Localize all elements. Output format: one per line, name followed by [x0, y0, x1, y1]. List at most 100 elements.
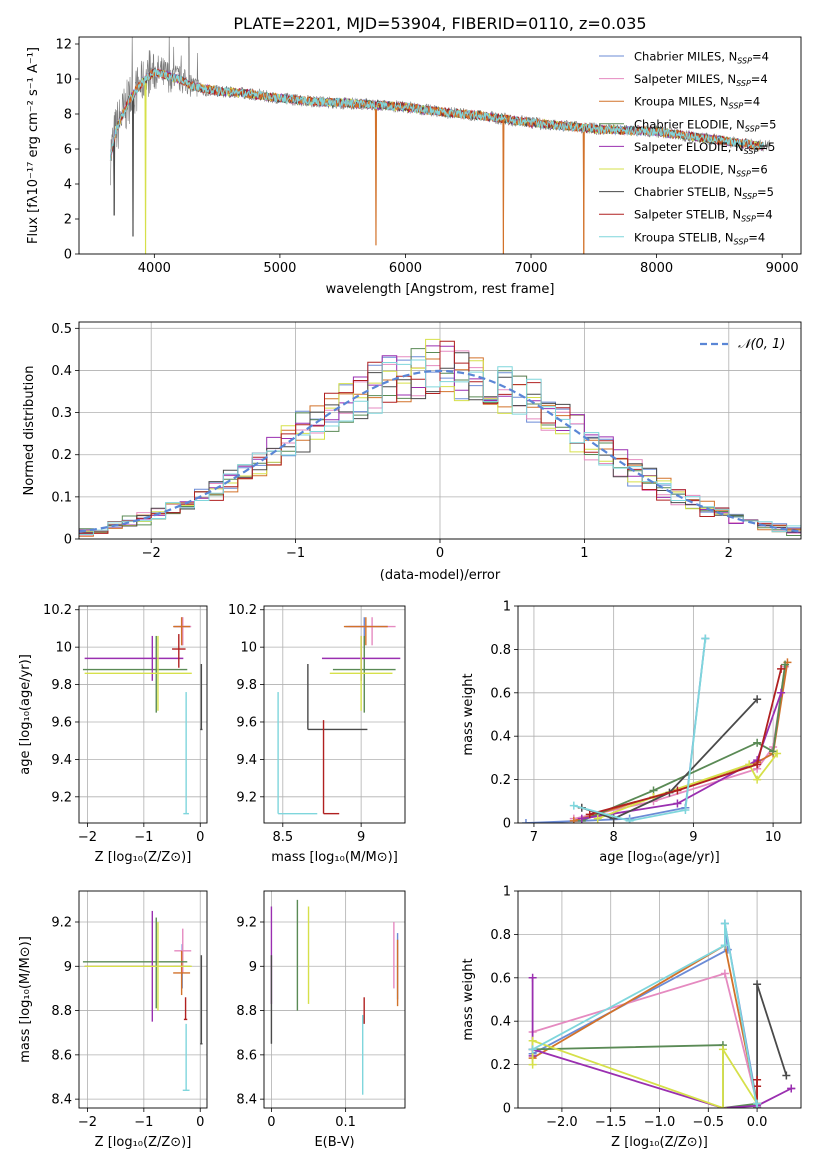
y-tick-label: 9 — [249, 960, 257, 975]
point-marker — [701, 634, 710, 643]
y-axis-label: mass weight — [461, 958, 476, 1040]
y-tick-label: 0.1 — [51, 490, 72, 505]
point-marker — [528, 1036, 537, 1045]
x-axis-label: Z [log₁₀(Z/Z⊙)] — [95, 1135, 192, 1150]
point-marker — [781, 660, 790, 669]
y-tick-label: 0.5 — [51, 322, 72, 337]
axes-frame — [517, 605, 802, 824]
errorbar-point — [183, 692, 189, 815]
point-marker — [521, 819, 530, 823]
y-tick-label: 0.2 — [490, 773, 511, 788]
plot-area — [109, 37, 770, 254]
y-tick-label: 0.2 — [490, 1058, 511, 1073]
axis-layer: 8.5 9 9.2 9.4 9.6 9.8 10 10.2 mass [log₁₀(M/M⊙)] — [228, 603, 406, 865]
x-tick-label: 0.0 — [747, 1115, 768, 1130]
axes-frame — [263, 890, 406, 1109]
axis-layer: −2 −1 0 1 2 0 0.1 0.2 0.3 0.4 0.5 (data-model)/erro… — [22, 321, 802, 583]
y-tick-label: 1 — [503, 600, 511, 615]
y-tick-label: 1 — [503, 885, 511, 900]
errorbar-point — [345, 617, 388, 646]
x-tick-label: 8 — [610, 830, 618, 845]
model-spectrum — [109, 68, 764, 161]
y-tick-label: 0.4 — [490, 1015, 511, 1030]
y-tick-label: 0 — [64, 533, 72, 548]
x-tick-label: 0.1 — [335, 1115, 356, 1130]
x-tick-label: 4000 — [138, 261, 171, 276]
y-tick-label: 9.2 — [236, 790, 257, 805]
y-axis-label: mass [log₁₀(M/M⊙)] — [18, 936, 33, 1063]
axes-age_vs_mass: 8.5 9 9.2 9.4 9.6 9.8 10 10.2 mass [log₁₀(M/M⊙)] — [228, 603, 406, 865]
grid-lines — [264, 606, 405, 823]
x-axis-label: Z [log₁₀(Z/Z⊙)] — [95, 850, 192, 865]
y-tick-label: 0.6 — [490, 686, 511, 701]
y-tick-label: 12 — [55, 38, 72, 53]
x-tick-label: 10 — [765, 830, 782, 845]
y-tick-label: 10.2 — [43, 603, 72, 618]
errorbar-point — [182, 1023, 190, 1091]
point-marker — [720, 969, 729, 978]
y-tick-label: 0.8 — [490, 928, 511, 943]
axis-layer: −2 −1 0 9.2 9.4 9.6 9.8 10 10.2 Z [log₁₀(Z/Z⊙)] ag… — [18, 603, 208, 865]
axis-layer: −2.0 −1.5 −1.0 −0.5 0.0 0 0.2 0.4 0.6 0.8 1 Z [log₁… — [461, 885, 802, 1150]
normal-reference-curve — [79, 369, 801, 533]
errorbar-point — [307, 663, 368, 731]
y-tick-label: 8 — [64, 108, 72, 123]
axes-frame — [517, 890, 802, 1109]
y-tick-label: 0.6 — [490, 971, 511, 986]
legend-entry: Chabrier MILES, NSSP=4 — [634, 50, 769, 66]
y-tick-label: 9.2 — [51, 790, 72, 805]
y-axis-label: age [log₁₀(age/yr)] — [18, 654, 33, 775]
legend-entry: Salpeter ELODIE, NSSP=5 — [634, 140, 775, 156]
point-marker — [720, 941, 729, 950]
grid-lines — [518, 890, 801, 1109]
x-tick-label: 0 — [267, 1115, 275, 1130]
x-tick-label: 0 — [196, 1115, 204, 1130]
x-tick-label: 7000 — [514, 261, 547, 276]
errorbar-point — [174, 617, 192, 646]
y-tick-label: 2 — [64, 213, 72, 228]
point-marker — [718, 1045, 727, 1054]
point-marker — [720, 919, 729, 928]
plot-area — [528, 919, 796, 1108]
y-tick-label: 8.8 — [236, 1004, 257, 1019]
errorbar-point — [343, 617, 388, 646]
errorbar-point — [174, 928, 192, 973]
axes-frame — [78, 890, 208, 1109]
x-tick-label: −0.5 — [693, 1115, 725, 1130]
histogram-series — [79, 359, 801, 535]
grid-lines — [518, 605, 801, 824]
x-axis-label: (data-model)/error — [380, 568, 501, 583]
y-tick-label: 10 — [55, 641, 72, 656]
y-tick-label: 0 — [503, 1102, 511, 1117]
point-marker — [753, 738, 762, 747]
y-axis-label: mass weight — [461, 673, 476, 755]
errorbar-point — [173, 950, 191, 996]
legend-entry: Chabrier STELIB, NSSP=5 — [634, 185, 774, 201]
point-marker — [585, 810, 594, 819]
point-marker — [569, 816, 578, 823]
x-tick-label: 0 — [196, 830, 204, 845]
axis-layer: 7 8 9 10 0 0.2 0.4 0.6 0.8 1 age [log₁₀(age/yr)] ma… — [461, 600, 802, 865]
axes-mass_vs_z: −2 −1 0 8.4 8.6 8.8 9 9.2 Z [log₁₀(Z/Z⊙)] mass [l… — [18, 890, 208, 1150]
errorbar-point — [84, 922, 192, 1011]
errorbar-point — [322, 720, 340, 815]
errorbar-point — [200, 663, 203, 731]
legend-entry: Kroupa STELIB, NSSP=4 — [634, 230, 765, 246]
legend: Chabrier MILES, NSSP=4 Salpeter MILES, NS… — [599, 50, 776, 246]
axis-layer: 0 0.1 8.4 8.6 8.8 9 9.2 E(B-V) — [236, 890, 406, 1150]
errorbar-point — [348, 617, 396, 646]
y-tick-label: 9.2 — [51, 916, 72, 931]
x-tick-label: −1 — [286, 546, 305, 561]
plot-area — [521, 634, 792, 823]
x-axis-label: Z [log₁₀(Z/Z⊙)] — [611, 1135, 708, 1150]
errorbar-point — [82, 917, 188, 1009]
axes-frame — [263, 605, 406, 824]
y-tick-label: 0.8 — [490, 643, 511, 658]
plot-area — [270, 899, 399, 1095]
point-marker — [753, 1075, 762, 1084]
point-marker — [681, 805, 690, 814]
errorbar-point — [172, 634, 186, 668]
series-line — [573, 638, 707, 822]
axes-mass_vs_ebv: 0 0.1 8.4 8.6 8.8 9 9.2 E(B-V) — [236, 890, 406, 1150]
